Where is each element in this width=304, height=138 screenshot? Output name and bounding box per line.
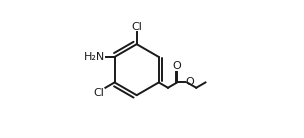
Text: O: O xyxy=(172,61,181,71)
Text: Cl: Cl xyxy=(94,88,105,98)
Text: O: O xyxy=(186,77,195,87)
Text: H₂N: H₂N xyxy=(84,52,105,62)
Text: Cl: Cl xyxy=(131,22,142,32)
